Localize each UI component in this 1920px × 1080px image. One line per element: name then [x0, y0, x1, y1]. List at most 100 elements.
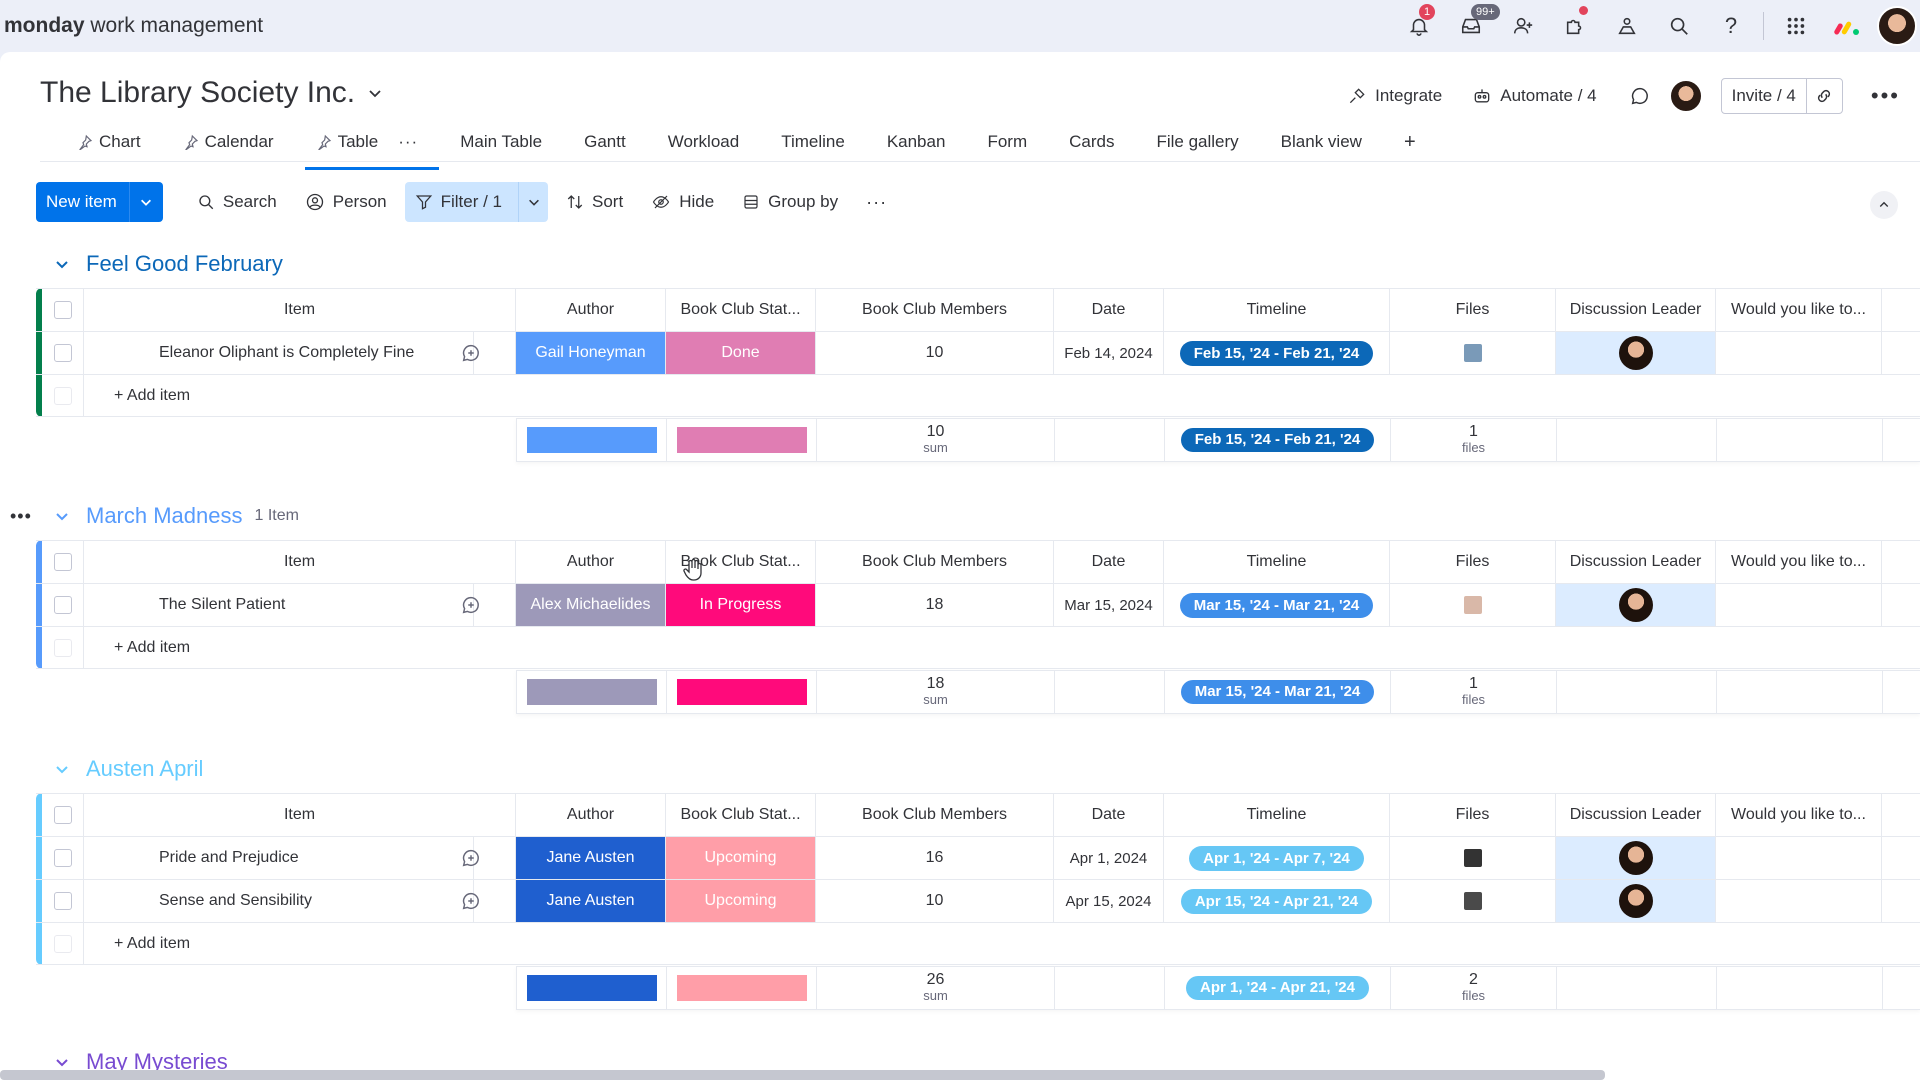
- members-cell[interactable]: 10: [816, 880, 1054, 922]
- monday-logo-icon[interactable]: [1822, 0, 1874, 52]
- file-thumbnail[interactable]: [1463, 344, 1482, 362]
- column-header-members[interactable]: Book Club Members: [816, 289, 1054, 331]
- tab-form[interactable]: Form: [987, 132, 1028, 151]
- members-cell[interactable]: 16: [816, 837, 1054, 879]
- members-cell[interactable]: 10: [816, 332, 1054, 374]
- date-cell[interactable]: Feb 14, 2024: [1054, 332, 1164, 374]
- app-grid-icon[interactable]: [1770, 0, 1822, 52]
- user-avatar[interactable]: [1874, 0, 1920, 52]
- column-header-timeline[interactable]: Timeline: [1164, 794, 1390, 836]
- column-header-item[interactable]: Item: [84, 289, 516, 331]
- chevron-up-icon[interactable]: [1870, 191, 1898, 219]
- column-header-author[interactable]: Author: [516, 794, 666, 836]
- tab-menu-icon[interactable]: ···: [398, 132, 419, 151]
- add-item-input[interactable]: + Add item: [114, 935, 191, 952]
- column-header-status[interactable]: Book Club Stat...: [666, 794, 816, 836]
- tab-blank-view[interactable]: Blank view: [1280, 132, 1362, 151]
- table-row[interactable]: Sense and Sensibility Jane Austen Upcomi…: [36, 879, 1920, 922]
- chevron-down-icon[interactable]: [54, 761, 76, 777]
- search-button[interactable]: Search: [187, 182, 287, 222]
- column-header-files[interactable]: Files: [1390, 794, 1556, 836]
- add-item-input[interactable]: + Add item: [114, 387, 191, 404]
- table-row[interactable]: The Silent Patient Alex Michaelides In P…: [36, 583, 1920, 626]
- timeline-cell[interactable]: Apr 1, '24 - Apr 7, '24: [1164, 837, 1390, 879]
- column-header-date[interactable]: Date: [1054, 794, 1164, 836]
- avatar[interactable]: [1618, 588, 1653, 622]
- notifications-bell-icon[interactable]: 1: [1393, 0, 1445, 52]
- more-options-icon[interactable]: •••: [1870, 83, 1900, 108]
- group-by-button[interactable]: Group by: [732, 182, 848, 222]
- discussion-leader-cell[interactable]: [1556, 584, 1716, 626]
- files-cell[interactable]: [1390, 584, 1556, 626]
- author-cell[interactable]: Alex Michaelides: [516, 584, 666, 626]
- board-title[interactable]: The Library Society Inc.: [40, 76, 383, 110]
- group-title[interactable]: Austen April: [86, 756, 204, 781]
- group-title[interactable]: March Madness: [86, 503, 243, 528]
- updates-button[interactable]: [1629, 85, 1651, 107]
- column-header-files[interactable]: Files: [1390, 289, 1556, 331]
- column-header-author[interactable]: Author: [516, 541, 666, 583]
- avatar[interactable]: [1618, 841, 1653, 875]
- row-checkbox[interactable]: [42, 584, 84, 626]
- board-owner-avatar[interactable]: [1668, 79, 1703, 113]
- column-header-would[interactable]: Would you like to...: [1716, 794, 1882, 836]
- invite-button[interactable]: Invite / 4: [1720, 78, 1843, 114]
- would-you-like-cell[interactable]: [1716, 880, 1882, 922]
- avatar[interactable]: [1618, 884, 1653, 918]
- column-header-item[interactable]: Item: [84, 794, 516, 836]
- item-name[interactable]: Pride and Prejudice: [84, 837, 474, 879]
- chevron-down-icon[interactable]: [128, 182, 163, 222]
- horizontal-scrollbar[interactable]: [0, 1070, 1605, 1080]
- integrate-button[interactable]: Integrate: [1347, 86, 1442, 106]
- add-view-icon[interactable]: +: [1403, 130, 1416, 153]
- file-thumbnail[interactable]: [1463, 849, 1482, 867]
- column-header-item[interactable]: Item: [84, 541, 516, 583]
- row-checkbox[interactable]: [42, 332, 84, 374]
- status-cell[interactable]: In Progress: [666, 584, 816, 626]
- item-name[interactable]: Eleanor Oliphant is Completely Fine: [84, 332, 474, 374]
- add-update-icon[interactable]: [426, 837, 516, 879]
- would-you-like-cell[interactable]: [1716, 837, 1882, 879]
- toolbar-more-icon[interactable]: ···: [866, 191, 888, 212]
- group-menu-icon[interactable]: •••: [10, 505, 32, 526]
- files-cell[interactable]: [1390, 837, 1556, 879]
- tab-cards[interactable]: Cards: [1069, 132, 1115, 151]
- item-name[interactable]: Sense and Sensibility: [84, 880, 474, 922]
- status-cell[interactable]: Done: [666, 332, 816, 374]
- row-checkbox[interactable]: [42, 880, 84, 922]
- add-item-input[interactable]: + Add item: [114, 639, 191, 656]
- files-cell[interactable]: [1390, 880, 1556, 922]
- column-header-date[interactable]: Date: [1054, 289, 1164, 331]
- column-header-leader[interactable]: Discussion Leader: [1556, 794, 1716, 836]
- would-you-like-cell[interactable]: [1716, 584, 1882, 626]
- group-title[interactable]: Feel Good February: [86, 251, 283, 276]
- timeline-cell[interactable]: Feb 15, '24 - Feb 21, '24: [1164, 332, 1390, 374]
- column-header-would[interactable]: Would you like to...: [1716, 289, 1882, 331]
- tab-table[interactable]: Table ···: [295, 122, 440, 170]
- date-cell[interactable]: Apr 15, 2024: [1054, 880, 1164, 922]
- status-cell[interactable]: Upcoming: [666, 880, 816, 922]
- tab-file-gallery[interactable]: File gallery: [1156, 132, 1239, 151]
- would-you-like-cell[interactable]: [1716, 332, 1882, 374]
- column-header-author[interactable]: Author: [516, 289, 666, 331]
- table-row[interactable]: Eleanor Oliphant is Completely Fine Gail…: [36, 331, 1920, 374]
- avatar[interactable]: [1618, 336, 1653, 370]
- help-icon[interactable]: ?: [1724, 13, 1738, 38]
- column-header-timeline[interactable]: Timeline: [1164, 541, 1390, 583]
- discussion-leader-cell[interactable]: [1556, 332, 1716, 374]
- chevron-down-icon[interactable]: [518, 182, 548, 222]
- timeline-cell[interactable]: Mar 15, '24 - Mar 21, '24: [1164, 584, 1390, 626]
- column-header-members[interactable]: Book Club Members: [816, 794, 1054, 836]
- tab-main-table[interactable]: Main Table: [460, 132, 543, 151]
- tab-gantt[interactable]: Gantt: [584, 132, 626, 151]
- column-header-status[interactable]: Book Club Stat...: [666, 541, 816, 583]
- column-header-leader[interactable]: Discussion Leader: [1556, 289, 1716, 331]
- column-header-members[interactable]: Book Club Members: [816, 541, 1054, 583]
- tab-timeline[interactable]: Timeline: [781, 132, 845, 151]
- invite-members-icon[interactable]: [1497, 0, 1549, 52]
- new-item-button[interactable]: New item: [36, 182, 163, 222]
- column-header-status[interactable]: Book Club Stat...: [666, 289, 816, 331]
- date-cell[interactable]: Apr 1, 2024: [1054, 837, 1164, 879]
- select-all-checkbox[interactable]: [42, 794, 84, 836]
- chevron-down-icon[interactable]: [54, 256, 76, 272]
